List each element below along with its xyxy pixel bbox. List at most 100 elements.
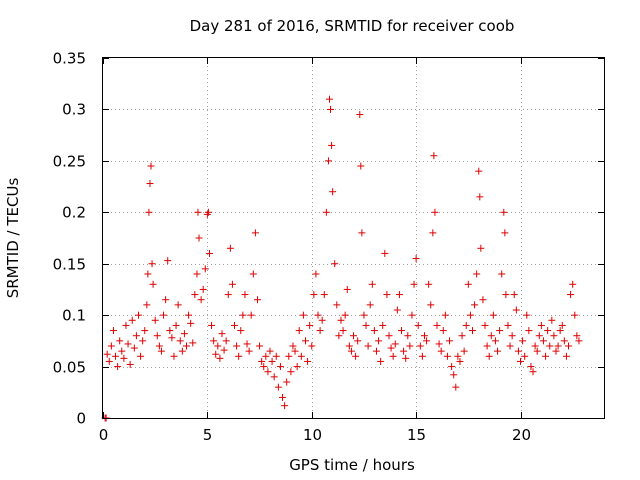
y-tick-labels: 0 0.05 0.1 0.15 0.2 0.25 0.3 0.35 xyxy=(53,50,86,428)
data-point xyxy=(347,347,355,355)
data-point xyxy=(565,342,573,350)
data-point xyxy=(301,337,309,345)
data-point xyxy=(358,229,366,237)
data-point xyxy=(228,280,236,288)
data-point xyxy=(475,167,483,175)
data-point xyxy=(218,330,226,338)
data-point xyxy=(458,332,466,340)
data-point xyxy=(521,352,529,360)
data-point xyxy=(441,311,449,319)
data-point xyxy=(562,352,570,360)
data-point xyxy=(500,208,508,216)
data-point xyxy=(352,352,360,360)
data-point xyxy=(264,368,272,376)
data-point xyxy=(350,332,357,340)
data-point xyxy=(525,327,533,335)
x-tick-label: 20 xyxy=(512,426,531,444)
data-point xyxy=(381,249,389,257)
data-point xyxy=(324,157,332,165)
data-point xyxy=(260,363,268,371)
data-point xyxy=(333,301,341,309)
data-point xyxy=(193,270,201,278)
data-point xyxy=(408,311,416,319)
data-point xyxy=(174,301,182,309)
data-point xyxy=(512,306,520,314)
data-point xyxy=(393,306,401,314)
x-tick-label: 10 xyxy=(303,426,322,444)
y-axis-label: SRMTID / TECUs xyxy=(4,178,22,299)
data-point xyxy=(270,373,278,381)
data-point xyxy=(126,361,134,369)
data-point xyxy=(180,330,188,338)
data-point xyxy=(364,342,372,350)
data-point xyxy=(266,347,274,355)
data-point xyxy=(304,357,312,365)
axis-ticks xyxy=(103,58,604,419)
data-point xyxy=(456,357,464,365)
data-point xyxy=(325,95,333,103)
y-tick-label: 0.05 xyxy=(53,359,86,377)
data-point xyxy=(197,296,205,304)
data-point xyxy=(339,327,347,335)
data-point xyxy=(569,280,577,288)
data-point xyxy=(423,337,431,345)
data-point xyxy=(506,342,514,350)
data-point xyxy=(385,332,393,340)
data-point xyxy=(249,270,257,278)
x-tick-label: 15 xyxy=(407,426,426,444)
data-point xyxy=(314,311,322,319)
data-point xyxy=(450,371,458,379)
data-point xyxy=(412,255,420,263)
data-point xyxy=(220,346,228,354)
data-point xyxy=(285,352,293,360)
data-point xyxy=(356,111,364,119)
data-point xyxy=(274,383,282,391)
data-point xyxy=(508,332,516,340)
data-point xyxy=(118,347,126,355)
data-point xyxy=(362,321,370,329)
data-point xyxy=(268,357,276,365)
data-point xyxy=(224,291,232,299)
data-point xyxy=(410,280,418,288)
data-point xyxy=(460,347,468,355)
data-point xyxy=(308,342,316,350)
data-point xyxy=(222,337,230,345)
data-point xyxy=(372,347,380,355)
grid xyxy=(103,58,604,418)
data-point xyxy=(276,363,284,371)
data-point xyxy=(114,363,122,371)
data-point xyxy=(105,357,113,365)
data-point xyxy=(168,334,176,342)
data-point xyxy=(143,301,151,309)
data-point xyxy=(529,368,537,376)
data-point xyxy=(429,229,437,237)
data-point xyxy=(395,291,403,299)
data-point xyxy=(435,340,443,348)
data-point xyxy=(322,208,330,216)
data-point xyxy=(335,332,343,340)
data-point xyxy=(357,162,365,170)
data-point xyxy=(544,327,552,335)
data-point xyxy=(205,249,213,257)
data-point xyxy=(210,337,218,345)
y-tick-label: 0.15 xyxy=(53,256,86,274)
data-point xyxy=(176,337,184,345)
data-point xyxy=(448,363,456,371)
data-point xyxy=(496,327,504,335)
data-point xyxy=(464,280,472,288)
data-point xyxy=(185,311,193,319)
data-point xyxy=(289,342,297,350)
y-tick-label: 0.2 xyxy=(62,204,86,222)
data-point xyxy=(406,342,414,350)
data-point xyxy=(430,152,438,160)
data-point xyxy=(327,105,335,113)
data-point xyxy=(489,311,497,319)
data-point xyxy=(109,327,117,335)
data-point xyxy=(293,363,301,371)
data-point xyxy=(537,321,545,329)
data-point xyxy=(166,327,174,335)
data-point xyxy=(487,332,495,340)
data-point xyxy=(178,347,186,355)
data-point xyxy=(556,327,564,335)
